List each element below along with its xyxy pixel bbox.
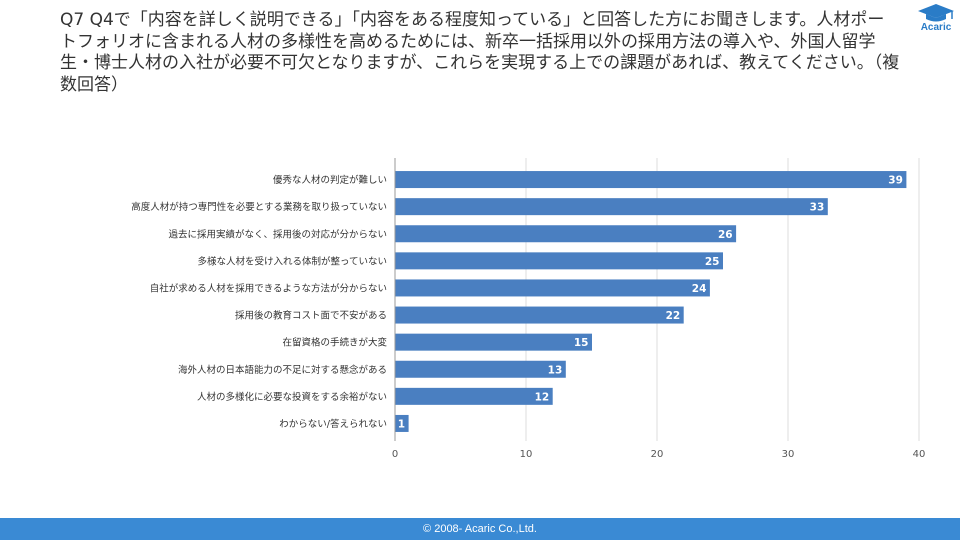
bar — [395, 333, 592, 351]
x-tick-label: 40 — [913, 449, 926, 460]
bar — [395, 387, 553, 405]
category-label: 採用後の教育コスト面で不安がある — [235, 310, 387, 322]
copyright-text: © 2008- Acaric Co.,Ltd. — [423, 523, 537, 535]
bar — [395, 252, 723, 270]
x-tick-label: 0 — [392, 449, 398, 460]
category-label: 在留資格の手続きが大変 — [282, 337, 387, 349]
category-label: 多様な人材を受け入れる体制が整っていない — [197, 255, 387, 267]
data-label: 26 — [718, 229, 733, 241]
bar — [395, 198, 828, 216]
bar — [395, 306, 684, 324]
category-label: 人材の多様化に必要な投資をする余裕がない — [197, 391, 387, 403]
bar — [395, 279, 710, 297]
category-label: 過去に採用実績がなく、採用後の対応が分からない — [168, 228, 387, 240]
category-label: わからない/答えられない — [279, 418, 387, 430]
bar — [395, 414, 409, 432]
category-label: 高度人材が持つ専門性を必要とする業務を取り扱っていない — [131, 201, 387, 213]
logo-text: Acaric — [920, 22, 952, 33]
bar — [395, 225, 737, 243]
bar — [395, 171, 907, 189]
question-text: Q7 Q4で「内容を詳しく説明できる」「内容をある程度知っている」と回答した方に… — [60, 10, 900, 95]
data-label: 1 — [398, 418, 405, 430]
data-label: 33 — [810, 202, 825, 214]
category-label: 優秀な人材の判定が難しい — [273, 174, 387, 186]
graduation-cap-icon — [918, 4, 954, 22]
data-label: 22 — [666, 310, 681, 322]
x-tick-label: 10 — [520, 449, 533, 460]
footer: © 2008- Acaric Co.,Ltd. — [0, 518, 960, 540]
data-label: 15 — [574, 337, 589, 349]
category-label: 自社が求める人材を採用できるような方法が分からない — [150, 282, 387, 294]
bar-chart: 0 10 20 30 40 優秀な人材の判定が難しい 39 高度人材が持つ専門性を必要とする業… — [131, 158, 926, 460]
category-label: 海外人材の日本語能力の不足に対する懸念がある — [178, 364, 387, 376]
logo: Acaric — [914, 2, 958, 36]
data-label: 39 — [888, 175, 903, 187]
data-label: 13 — [548, 364, 563, 376]
bar — [395, 360, 566, 378]
data-label: 12 — [535, 391, 550, 403]
data-label: 25 — [705, 256, 720, 268]
data-label: 24 — [692, 283, 707, 295]
x-tick-label: 20 — [651, 449, 664, 460]
x-tick-label: 30 — [782, 449, 795, 460]
